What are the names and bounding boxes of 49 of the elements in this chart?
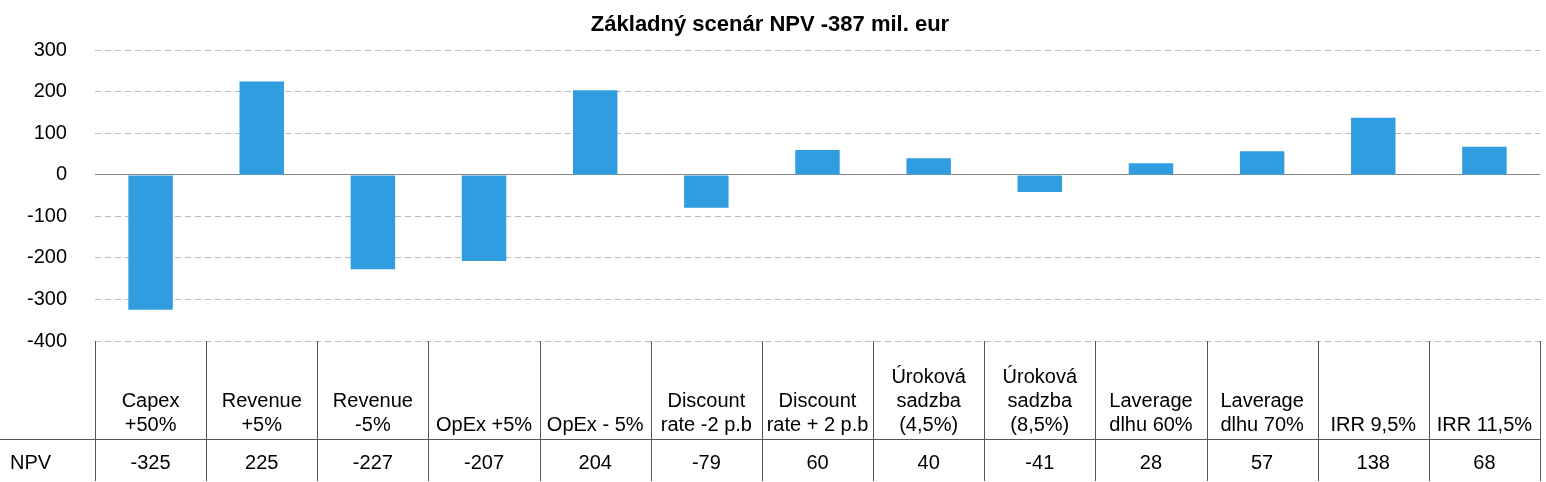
data-label: -325: [130, 451, 171, 473]
text: NPV: [10, 451, 52, 473]
x-tick-label: Capex +50%: [121, 389, 180, 435]
data-label: 28: [1139, 451, 1163, 473]
x-tick-label: Revenue +5%: [221, 389, 302, 435]
x-tick-label: OpEx +5%: [435, 413, 533, 435]
data-label: 68: [1473, 451, 1496, 473]
bar: [684, 175, 729, 208]
data-label: -79: [691, 451, 721, 473]
y-tick-label: 200: [33, 79, 67, 102]
bar: [128, 175, 173, 310]
data-label: -227: [352, 451, 393, 473]
y-tick-label: 0: [55, 162, 67, 185]
x-tick-label: IRR 11,5%: [1436, 413, 1533, 435]
data-label: 138: [1356, 451, 1390, 473]
data-label: 60: [806, 451, 829, 473]
x-tick-label: Laverage dlhu 60%: [1109, 389, 1193, 435]
bar: [1239, 151, 1285, 175]
bar: [572, 90, 618, 175]
data-label: 225: [245, 451, 279, 473]
x-tick-label: Discount rate + 2 p.b: [766, 389, 869, 435]
bar: [795, 150, 840, 175]
y-tick-label: 100: [33, 120, 67, 143]
data-label: -41: [1025, 451, 1055, 473]
bar: [1462, 146, 1507, 175]
data-label: 204: [578, 451, 612, 473]
bar: [1351, 117, 1396, 175]
data-label: -207: [464, 451, 505, 473]
chart-title: Základný scenár NPV -387 mil. eur: [590, 11, 950, 37]
bar: [1017, 175, 1063, 192]
x-tick-label: Laverage dlhu 70%: [1220, 389, 1305, 435]
x-tick-label: Úroková sadzba (8,5%): [1002, 365, 1078, 435]
data-label: 57: [1250, 451, 1274, 473]
x-tick-label: Revenue -5%: [332, 389, 413, 435]
y-tick-label: 300: [33, 37, 67, 60]
data-label: 40: [917, 451, 940, 473]
bar: [239, 81, 284, 175]
x-tick-label: Úroková sadzba (4,5%): [891, 365, 967, 435]
x-tick-label: IRR 9,5%: [1330, 413, 1417, 435]
y-tick-label: -100: [26, 203, 67, 226]
y-tick-label: -300: [26, 287, 67, 309]
bar: [906, 158, 951, 175]
bar: [1128, 163, 1174, 175]
y-tick-label: -200: [26, 245, 67, 268]
bar: [350, 175, 396, 270]
x-tick-label: Discount rate -2 p.b: [660, 389, 752, 435]
x-tick-label: OpEx - 5%: [546, 413, 644, 435]
bar: [461, 175, 507, 261]
y-tick-label: -400: [26, 328, 67, 351]
